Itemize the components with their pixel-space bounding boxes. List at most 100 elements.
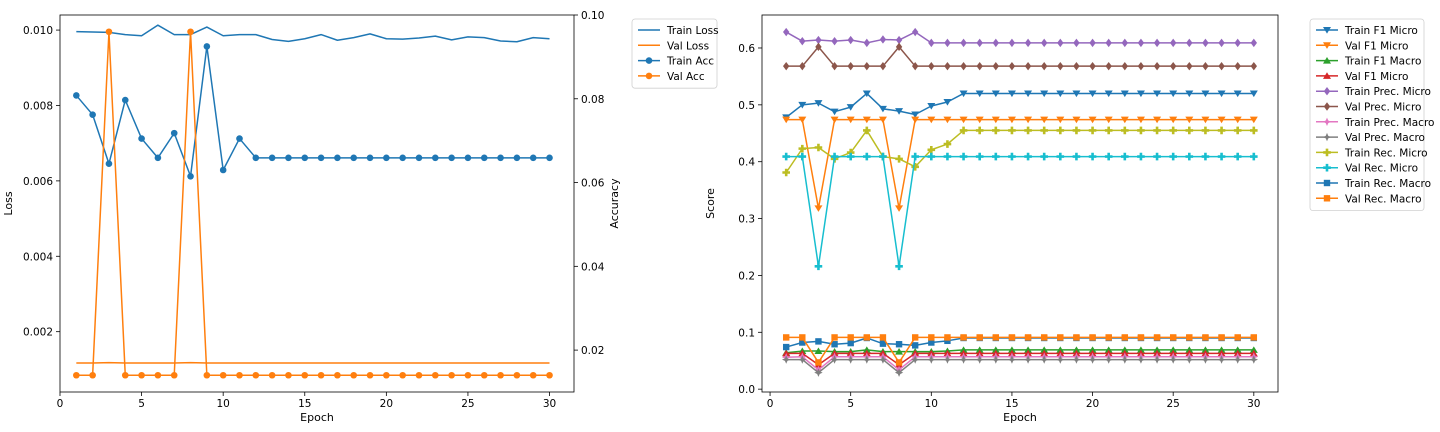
legend-label: Train Acc xyxy=(666,56,714,68)
data-point xyxy=(1007,116,1016,124)
data-point xyxy=(1056,116,1065,124)
data-point xyxy=(1088,90,1097,98)
data-point xyxy=(975,355,984,364)
data-point xyxy=(285,371,292,379)
data-point xyxy=(1250,334,1258,341)
data-point xyxy=(1186,38,1193,48)
data-point xyxy=(1040,126,1048,135)
data-point xyxy=(1056,90,1065,98)
x-tick-label: 10 xyxy=(925,398,938,410)
data-point xyxy=(1073,334,1080,341)
data-point xyxy=(105,160,113,168)
data-point xyxy=(830,108,839,116)
y-tick-label: 0.006 xyxy=(23,176,53,188)
legend-label: Train Prec. Macro xyxy=(1344,117,1434,129)
legend-marker xyxy=(1323,195,1331,202)
data-point xyxy=(1137,334,1145,341)
x-tick-label: 10 xyxy=(216,398,229,410)
legend-entry: Train F1 Macro xyxy=(1316,56,1421,68)
y-tick-label: 0.6 xyxy=(738,43,755,55)
legend-label: Train Prec. Micro xyxy=(1344,86,1431,98)
y-tick-label: 0.010 xyxy=(23,25,53,37)
series-line xyxy=(786,356,1254,371)
legend-marker xyxy=(645,72,653,80)
legend-entry: Train Loss xyxy=(638,25,719,37)
legend-label: Val Loss xyxy=(667,40,709,52)
legend-entry: Train Prec. Micro xyxy=(1316,86,1431,98)
data-point xyxy=(1201,355,1210,364)
series-line xyxy=(76,24,550,43)
data-point xyxy=(513,154,521,162)
x-tick-label: 30 xyxy=(543,398,556,410)
data-point xyxy=(464,371,472,379)
legend-entry: Train Prec. Macro xyxy=(1316,117,1434,129)
data-point xyxy=(285,154,292,162)
plot-frame xyxy=(59,14,575,393)
data-point xyxy=(399,154,406,162)
data-point xyxy=(992,334,1000,341)
data-point xyxy=(1024,126,1032,135)
data-point xyxy=(448,371,455,379)
data-point xyxy=(1072,126,1081,135)
legend: Train F1 Micro Val F1 Micro Train F1 Macro… xyxy=(1309,18,1434,212)
data-point xyxy=(1056,126,1065,135)
data-point xyxy=(121,96,129,104)
data-point xyxy=(1185,116,1194,124)
data-point xyxy=(928,61,935,71)
data-point xyxy=(1121,61,1129,71)
data-point xyxy=(911,163,919,171)
data-point xyxy=(863,126,871,135)
data-point xyxy=(1137,126,1145,135)
legend-marker xyxy=(1323,148,1331,157)
data-point xyxy=(895,341,903,348)
y-axis-label: Loss xyxy=(2,191,15,215)
data-point xyxy=(1137,38,1145,48)
data-point xyxy=(943,116,952,124)
data-point xyxy=(1105,61,1112,71)
data-point xyxy=(847,35,854,45)
y2-axis-label: Accuracy xyxy=(608,178,621,229)
data-point xyxy=(1249,346,1258,353)
legend-entry: Val Rec. Micro xyxy=(1316,163,1418,175)
data-point xyxy=(846,116,855,124)
data-point xyxy=(1057,334,1064,341)
data-point xyxy=(1104,90,1113,98)
data-point xyxy=(1169,152,1177,161)
x-axis-label: Epoch xyxy=(300,411,334,424)
data-point xyxy=(154,371,162,379)
legend-marker xyxy=(645,57,653,64)
data-point xyxy=(529,371,537,379)
data-point xyxy=(863,152,871,161)
series-val-prec-macro xyxy=(781,355,1259,377)
data-point xyxy=(1089,38,1096,48)
data-point xyxy=(1217,126,1226,135)
series-train-f1-macro xyxy=(782,346,1258,356)
data-point xyxy=(782,152,790,161)
data-point xyxy=(814,143,823,152)
series-train-rec-micro xyxy=(782,126,1258,177)
data-point xyxy=(1040,334,1048,341)
legend-label: Val Rec. Macro xyxy=(1345,193,1422,205)
data-point xyxy=(301,371,309,379)
data-point xyxy=(1169,116,1178,124)
data-point xyxy=(894,368,904,377)
data-point xyxy=(1249,90,1258,98)
data-point xyxy=(268,154,276,162)
data-point xyxy=(1105,38,1112,48)
data-point xyxy=(944,337,951,345)
data-point xyxy=(1088,116,1097,124)
data-point xyxy=(89,111,96,118)
data-point xyxy=(1137,152,1145,161)
data-point xyxy=(815,42,822,52)
data-point xyxy=(992,126,1000,135)
data-point xyxy=(432,371,439,379)
data-point xyxy=(219,371,227,379)
series-line xyxy=(786,352,1254,366)
data-point xyxy=(1023,355,1033,364)
data-point xyxy=(546,371,553,379)
data-point xyxy=(334,371,341,379)
data-point xyxy=(1120,346,1129,353)
legend-label: Train F1 Macro xyxy=(1344,56,1421,68)
data-point xyxy=(878,105,887,113)
data-point xyxy=(1024,61,1032,71)
